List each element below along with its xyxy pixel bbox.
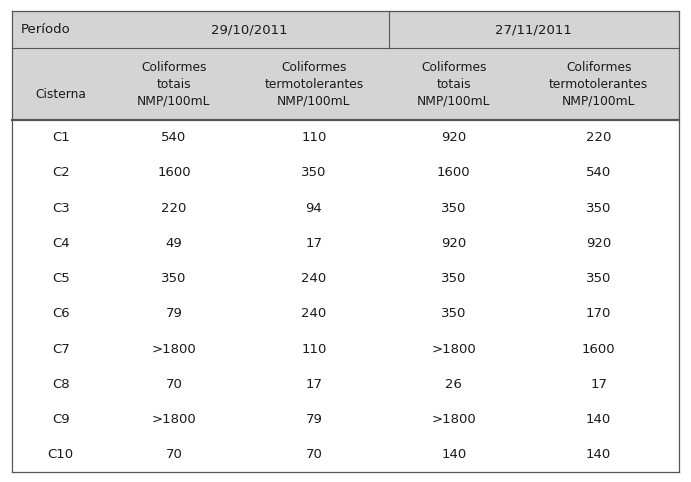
Text: 140: 140 xyxy=(586,413,612,426)
Text: 350: 350 xyxy=(441,272,466,285)
Bar xyxy=(12,296,679,332)
Text: 140: 140 xyxy=(586,448,612,461)
Text: C6: C6 xyxy=(52,308,70,321)
Text: 70: 70 xyxy=(166,448,182,461)
Text: 49: 49 xyxy=(166,237,182,250)
Text: >1800: >1800 xyxy=(151,413,196,426)
Text: 350: 350 xyxy=(586,272,612,285)
Bar xyxy=(12,190,679,226)
Text: 110: 110 xyxy=(301,343,327,356)
Text: Coliformes
termotolerantes
NMP/100mL: Coliformes termotolerantes NMP/100mL xyxy=(264,61,363,107)
Text: >1800: >1800 xyxy=(151,343,196,356)
Text: 540: 540 xyxy=(586,166,612,179)
Bar xyxy=(12,332,679,367)
Bar xyxy=(12,11,679,49)
Text: C4: C4 xyxy=(52,237,70,250)
Text: 1600: 1600 xyxy=(437,166,471,179)
Text: 27/11/2011: 27/11/2011 xyxy=(495,23,572,36)
Text: C1: C1 xyxy=(52,131,70,144)
Text: 920: 920 xyxy=(441,131,466,144)
Text: 26: 26 xyxy=(445,378,462,391)
Text: Coliformes
termotolerantes
NMP/100mL: Coliformes termotolerantes NMP/100mL xyxy=(549,61,648,107)
Text: 110: 110 xyxy=(301,131,327,144)
Text: C10: C10 xyxy=(48,448,74,461)
Text: C5: C5 xyxy=(52,272,70,285)
Text: 170: 170 xyxy=(586,308,612,321)
Text: 1600: 1600 xyxy=(157,166,191,179)
Text: 94: 94 xyxy=(305,201,322,214)
Bar xyxy=(12,226,679,261)
Text: 920: 920 xyxy=(441,237,466,250)
Text: 350: 350 xyxy=(301,166,327,179)
Text: 540: 540 xyxy=(161,131,187,144)
Text: 920: 920 xyxy=(586,237,612,250)
Text: C3: C3 xyxy=(52,201,70,214)
Text: 29/10/2011: 29/10/2011 xyxy=(211,23,287,36)
Text: C8: C8 xyxy=(52,378,70,391)
Bar xyxy=(12,155,679,190)
Bar xyxy=(12,367,679,402)
Text: >1800: >1800 xyxy=(431,343,476,356)
Text: 220: 220 xyxy=(586,131,612,144)
Text: 350: 350 xyxy=(586,201,612,214)
Text: 79: 79 xyxy=(166,308,182,321)
Text: 1600: 1600 xyxy=(582,343,616,356)
Bar xyxy=(12,261,679,296)
Bar xyxy=(12,402,679,437)
Text: 70: 70 xyxy=(166,378,182,391)
Text: Coliformes
totais
NMP/100mL: Coliformes totais NMP/100mL xyxy=(138,61,211,107)
Text: 17: 17 xyxy=(305,378,323,391)
Text: 350: 350 xyxy=(161,272,187,285)
Text: >1800: >1800 xyxy=(431,413,476,426)
Text: 220: 220 xyxy=(161,201,187,214)
Text: 17: 17 xyxy=(305,237,323,250)
Bar xyxy=(12,120,679,155)
Text: C2: C2 xyxy=(52,166,70,179)
Text: Coliformes
totais
NMP/100mL: Coliformes totais NMP/100mL xyxy=(417,61,491,107)
Text: 17: 17 xyxy=(590,378,607,391)
Text: Cisterna: Cisterna xyxy=(35,89,86,102)
Text: 140: 140 xyxy=(441,448,466,461)
Text: Período: Período xyxy=(21,23,70,36)
Bar xyxy=(12,49,679,120)
Text: 240: 240 xyxy=(301,272,326,285)
Text: 240: 240 xyxy=(301,308,326,321)
Text: 350: 350 xyxy=(441,308,466,321)
Text: C9: C9 xyxy=(52,413,70,426)
Bar xyxy=(12,437,679,472)
Text: 79: 79 xyxy=(305,413,322,426)
Text: 70: 70 xyxy=(305,448,322,461)
Text: 350: 350 xyxy=(441,201,466,214)
Text: C7: C7 xyxy=(52,343,70,356)
